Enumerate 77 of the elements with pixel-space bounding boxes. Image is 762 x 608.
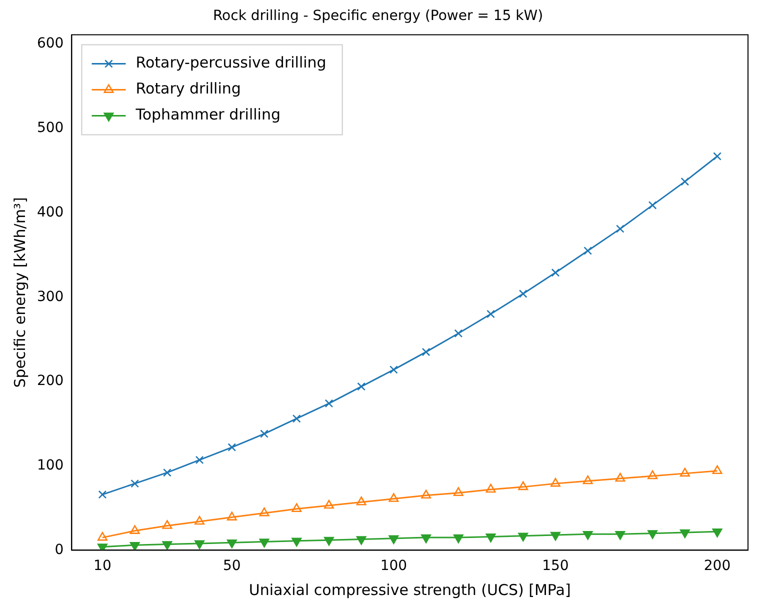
- legend-label: Tophammer drilling: [134, 106, 281, 124]
- point: [228, 443, 236, 452]
- point: [615, 472, 626, 482]
- point: [518, 290, 528, 298]
- point: [680, 468, 690, 477]
- point: [648, 201, 657, 210]
- point: [292, 503, 302, 512]
- y-tick-label: 100: [36, 457, 64, 474]
- point: [226, 539, 237, 548]
- point: [162, 520, 172, 529]
- point: [226, 512, 237, 520]
- y-tick-label: 400: [36, 204, 64, 220]
- point: [616, 224, 624, 233]
- point: [615, 531, 626, 540]
- point: [130, 525, 140, 534]
- point: [356, 536, 366, 545]
- point: [550, 532, 560, 541]
- point: [680, 177, 690, 186]
- point: [584, 246, 592, 255]
- point: [324, 399, 334, 408]
- point: [486, 484, 496, 493]
- point: [518, 532, 528, 542]
- y-tick-label: 600: [36, 36, 64, 52]
- point: [648, 470, 658, 480]
- point: [680, 529, 690, 538]
- point: [582, 475, 593, 484]
- y-axis-title: Specific energy [kWh/m³]: [10, 197, 29, 388]
- point: [324, 536, 334, 546]
- x-tick-label: 10: [94, 558, 112, 574]
- point: [648, 530, 658, 539]
- point: [194, 540, 205, 550]
- point: [421, 490, 432, 499]
- point: [422, 348, 430, 356]
- point: [453, 487, 464, 496]
- y-tick-label: 0: [54, 542, 64, 558]
- x-tick-label: 200: [704, 558, 731, 574]
- point: [357, 382, 366, 391]
- point: [260, 430, 268, 438]
- point: [453, 534, 464, 544]
- y-tick-label: 300: [36, 288, 64, 305]
- point: [259, 507, 270, 516]
- legend-label: Rotary-percussive drilling: [136, 54, 326, 72]
- x-tick-label: 50: [222, 558, 241, 574]
- point: [97, 532, 108, 541]
- point: [356, 496, 366, 506]
- point: [162, 468, 172, 477]
- point: [259, 538, 270, 548]
- point: [421, 534, 432, 544]
- point: [130, 479, 140, 488]
- point: [324, 500, 334, 509]
- point: [130, 542, 140, 550]
- point: [194, 516, 205, 525]
- x-axis-title: Uniaxial compressive strength (UCS) [MPa]: [248, 580, 571, 599]
- y-tick-label: 500: [36, 120, 64, 136]
- point: [195, 456, 204, 464]
- point: [162, 541, 172, 550]
- point: [454, 329, 463, 338]
- y-tick-label: 200: [36, 373, 64, 390]
- point: [712, 528, 722, 538]
- chart-title: Rock drilling - Specific energy (Power = 15 kW): [212, 8, 544, 24]
- point: [518, 481, 528, 490]
- point: [582, 531, 593, 540]
- point: [713, 152, 722, 160]
- point: [486, 310, 495, 318]
- point: [486, 534, 496, 542]
- point: [292, 538, 302, 547]
- point: [389, 366, 398, 374]
- point: [98, 490, 107, 499]
- legend-label: Rotary drilling: [136, 80, 241, 98]
- point: [712, 465, 722, 474]
- point: [292, 414, 301, 423]
- point: [388, 493, 399, 502]
- x-tick-label: 150: [542, 558, 569, 574]
- point: [550, 478, 560, 487]
- point: [551, 268, 560, 277]
- point: [388, 535, 399, 544]
- x-tick-label: 100: [380, 558, 408, 574]
